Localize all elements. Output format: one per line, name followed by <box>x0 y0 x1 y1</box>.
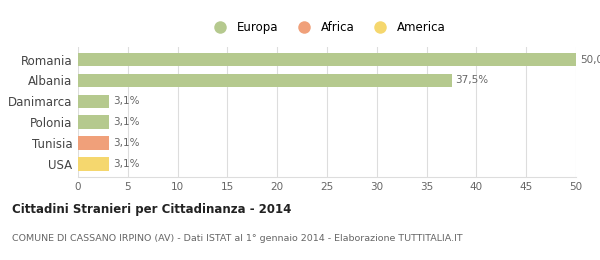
Text: COMUNE DI CASSANO IRPINO (AV) - Dati ISTAT al 1° gennaio 2014 - Elaborazione TUT: COMUNE DI CASSANO IRPINO (AV) - Dati IST… <box>12 234 463 243</box>
Bar <box>78 115 109 129</box>
Bar <box>78 136 109 150</box>
Text: 37,5%: 37,5% <box>455 75 488 86</box>
Text: 3,1%: 3,1% <box>113 138 139 148</box>
Text: 3,1%: 3,1% <box>113 159 139 169</box>
Text: 3,1%: 3,1% <box>113 96 139 106</box>
Bar <box>78 74 452 87</box>
Bar <box>78 95 109 108</box>
Text: 3,1%: 3,1% <box>113 117 139 127</box>
Legend: Europa, Africa, America: Europa, Africa, America <box>203 16 451 39</box>
Text: 50,0%: 50,0% <box>580 55 600 64</box>
Text: Cittadini Stranieri per Cittadinanza - 2014: Cittadini Stranieri per Cittadinanza - 2… <box>12 203 292 216</box>
Bar <box>78 157 109 171</box>
Bar <box>78 53 576 66</box>
